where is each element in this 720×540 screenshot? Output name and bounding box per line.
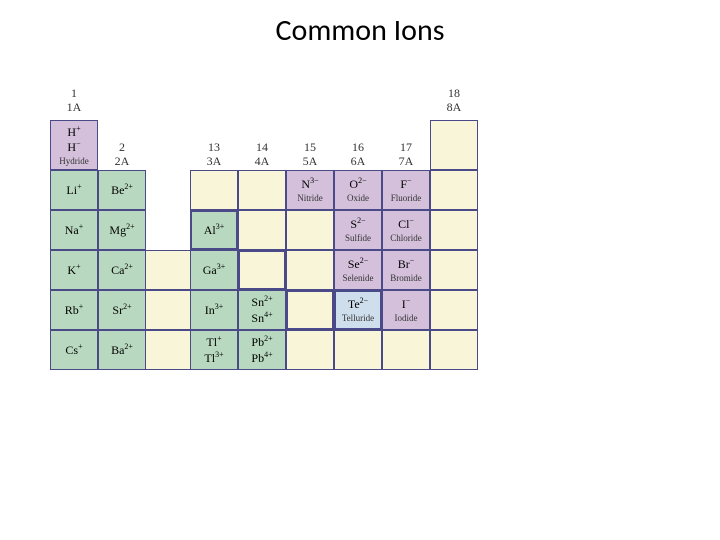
ion-cell-br-11-3: Br−Bromide bbox=[382, 250, 430, 290]
group-header-4A: 144A bbox=[238, 140, 286, 169]
ion-cell-empty-8-1 bbox=[238, 170, 286, 210]
ion-cell-empty-12-5 bbox=[430, 330, 478, 370]
ion-cell-s-10-2: S2−Sulfide bbox=[334, 210, 382, 250]
ion-cell-tl-7-5: Tl+Tl3+ bbox=[190, 330, 238, 370]
ion-cell-empty-9-4 bbox=[286, 290, 334, 330]
transition-gap bbox=[146, 250, 190, 290]
ion-cell-ba-1-5: Ba2+ bbox=[98, 330, 146, 370]
periodic-table: 11A22A133A144A155A166A177A188AH+H−Hydrid… bbox=[50, 120, 670, 470]
ion-cell-mg-1-2: Mg2+ bbox=[98, 210, 146, 250]
ion-cell-empty-12-1 bbox=[430, 170, 478, 210]
ion-cell-in-7-4: In3+ bbox=[190, 290, 238, 330]
page-title: Common Ions bbox=[0, 0, 720, 49]
ion-cell-pb-8-5: Pb2+Pb4+ bbox=[238, 330, 286, 370]
group-header-2A: 22A bbox=[98, 140, 146, 169]
ion-cell-ga-7-3: Ga3+ bbox=[190, 250, 238, 290]
transition-gap bbox=[146, 290, 190, 330]
ion-cell-empty-8-2 bbox=[238, 210, 286, 250]
group-header-7A: 177A bbox=[382, 140, 430, 169]
ion-cell-empty-12-2 bbox=[430, 210, 478, 250]
ion-cell-li-0-1: Li+ bbox=[50, 170, 98, 210]
ion-cell-sn-8-4: Sn2+Sn4+ bbox=[238, 290, 286, 330]
ion-cell-k-0-3: K+ bbox=[50, 250, 98, 290]
ion-cell-be-1-1: Be2+ bbox=[98, 170, 146, 210]
ion-cell-al-7-2: Al3+ bbox=[190, 210, 238, 250]
ion-cell-empty-11-5 bbox=[382, 330, 430, 370]
ion-cell-empty-9-3 bbox=[286, 250, 334, 290]
ion-cell-empty-12-4 bbox=[430, 290, 478, 330]
ion-cell-h-0-0: H+H−Hydride bbox=[50, 120, 98, 170]
ion-cell-te-10-4: Te2−Telluride bbox=[334, 290, 382, 330]
ion-cell-na-0-2: Na+ bbox=[50, 210, 98, 250]
group-header-6A: 166A bbox=[334, 140, 382, 169]
ion-cell-empty-9-5 bbox=[286, 330, 334, 370]
ion-cell-n-9-1: N3−Nitride bbox=[286, 170, 334, 210]
ion-cell-sr-1-4: Sr2+ bbox=[98, 290, 146, 330]
group-header-3A: 133A bbox=[190, 140, 238, 169]
group-header-5A: 155A bbox=[286, 140, 334, 169]
ion-cell-f-11-1: F−Fluoride bbox=[382, 170, 430, 210]
ion-cell-empty-12-3 bbox=[430, 250, 478, 290]
ion-cell-ca-1-3: Ca2+ bbox=[98, 250, 146, 290]
ion-cell-cs-0-5: Cs+ bbox=[50, 330, 98, 370]
ion-cell-empty-8-3 bbox=[238, 250, 286, 290]
group-header-1A: 11A bbox=[50, 86, 98, 115]
ion-cell-i-11-4: I−Iodide bbox=[382, 290, 430, 330]
ion-cell-empty-10-5 bbox=[334, 330, 382, 370]
ion-cell-empty-12-0 bbox=[430, 120, 478, 170]
group-header-8A: 188A bbox=[430, 86, 478, 115]
transition-gap bbox=[146, 330, 190, 370]
ion-cell-se-10-3: Se2−Selenide bbox=[334, 250, 382, 290]
ion-cell-o-10-1: O2−Oxide bbox=[334, 170, 382, 210]
ion-cell-rb-0-4: Rb+ bbox=[50, 290, 98, 330]
ion-cell-cl-11-2: Cl−Chloride bbox=[382, 210, 430, 250]
ion-cell-empty-9-2 bbox=[286, 210, 334, 250]
ion-cell-empty-7-1 bbox=[190, 170, 238, 210]
